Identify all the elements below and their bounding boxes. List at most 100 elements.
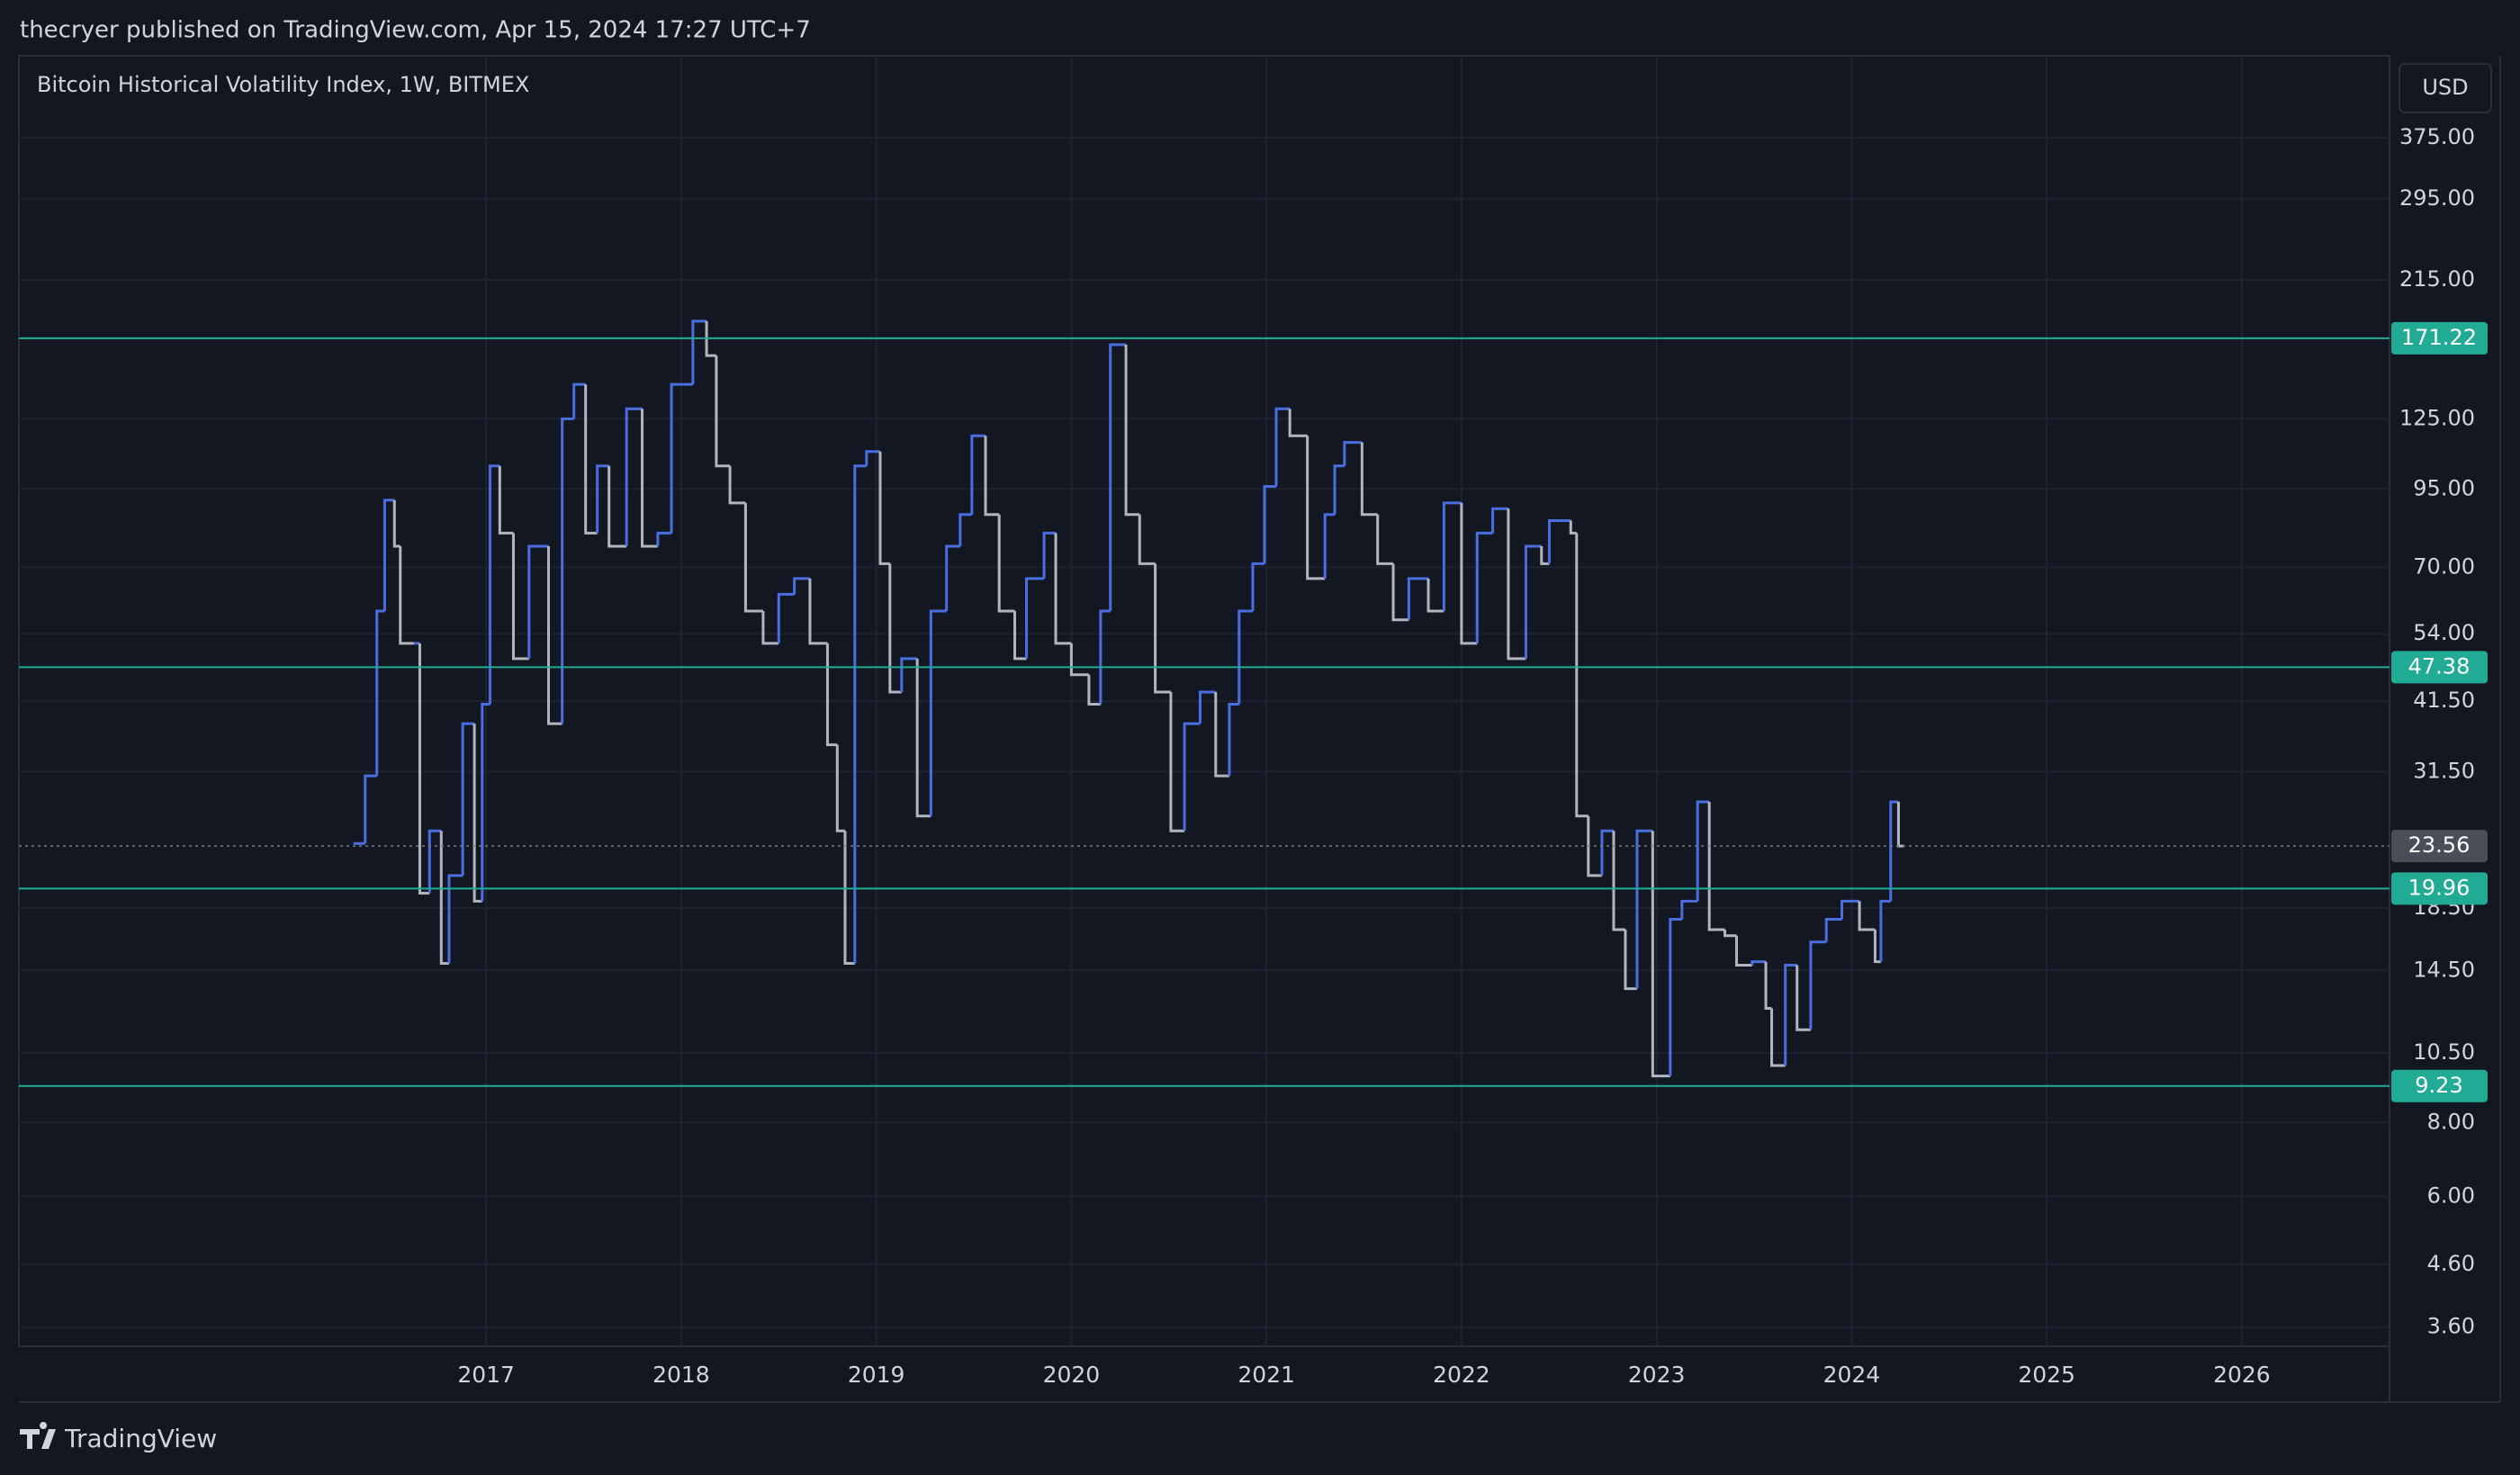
price-step [728,465,746,505]
price-step [1879,899,1891,962]
price-step [1735,935,1752,967]
x-tick-label: 2021 [1238,1362,1295,1388]
price-step [382,499,395,611]
y-tick-label: 6.00 [2427,1183,2475,1208]
price-step [641,409,658,548]
price-step [511,533,529,661]
price-step [1407,577,1429,620]
price-step [1491,507,1508,534]
price-step [853,464,867,964]
price-step [1651,831,1670,1078]
price-step [608,465,627,548]
price-step [888,563,902,694]
price-step [761,610,779,645]
price-step [1796,965,1811,1031]
price-step [1183,722,1201,832]
price-step [1426,578,1444,613]
price-step [1569,520,1577,535]
price-step [596,464,609,534]
price-step [715,355,731,468]
price-step [1524,544,1542,659]
price-step [970,434,986,515]
price-step [1251,562,1264,611]
level-label-box [2391,321,2488,355]
price-step [1333,464,1345,515]
price-step [1764,961,1772,1011]
price-step [1540,545,1550,565]
currency-label[interactable]: USD [2422,75,2468,100]
y-tick-label: 8.00 [2427,1109,2475,1134]
y-tick-label: 31.50 [2413,759,2475,784]
price-step [984,436,1000,517]
price-step [743,502,763,613]
price-step [561,417,574,724]
price-step [1042,531,1057,579]
level-label: 171.22 [2401,325,2477,350]
price-step [1858,901,1876,931]
price-step [1587,815,1602,877]
price-step [1263,484,1276,564]
price-step [1069,643,1089,677]
y-tick-label: 125.00 [2399,405,2475,430]
price-step [900,657,918,692]
price-step [1288,409,1308,437]
price-step [439,831,449,966]
price-step [1087,674,1101,706]
price-step [793,577,810,595]
price-step [428,829,442,894]
currency-button[interactable] [2398,63,2492,113]
y-tick-label: 375.00 [2399,124,2475,149]
price-step [1784,963,1797,1066]
price-step [997,514,1015,613]
chart-title: Bitcoin Historical Volatility Index, 1W,… [37,72,529,97]
price-step [1840,899,1860,920]
price-step [865,450,880,466]
price-step [1360,442,1378,517]
x-tick-label: 2025 [2018,1362,2075,1388]
price-step [418,643,430,895]
price-step [1575,533,1588,818]
price-step [825,643,838,747]
price-step [1391,563,1409,622]
price-step [656,531,672,546]
price-step [584,384,598,535]
y-tick-label: 70.00 [2413,553,2475,579]
y-tick-label: 295.00 [2399,185,2475,211]
price-step [1612,831,1625,931]
price-step [1214,691,1229,778]
y-tick-label: 4.60 [2427,1251,2475,1276]
price-step [461,722,475,876]
price-step [546,545,562,725]
price-step [527,544,549,659]
level-label-box [2391,872,2488,905]
price-step [1750,960,1767,966]
price-step [472,724,482,903]
price-step [498,465,514,535]
price-step [1376,514,1394,565]
x-tick-label: 2017 [457,1362,515,1388]
price-step [705,320,716,357]
price-step [929,609,947,816]
last-price-box [2391,830,2488,863]
level-label: 19.96 [2408,875,2470,900]
price-step [1507,508,1526,661]
price-step [1124,344,1140,517]
price-step [392,499,400,548]
x-tick-label: 2018 [652,1362,710,1388]
level-label: 9.23 [2415,1073,2462,1098]
price-step [481,703,490,902]
logo-text: TradingView [64,1424,217,1453]
level-label-box [2391,1069,2488,1102]
price-step [1475,531,1493,643]
y-tick-label: 95.00 [2413,475,2475,500]
price-step [1696,800,1710,902]
level-label: 47.38 [2408,653,2470,679]
price-step [1109,343,1119,611]
price-step [1442,501,1462,611]
x-tick-label: 2023 [1628,1362,1686,1388]
price-step [1680,899,1698,920]
price-step [1635,829,1653,989]
price-step [1809,940,1827,1030]
price-step [1547,518,1571,564]
price-step [399,545,414,645]
